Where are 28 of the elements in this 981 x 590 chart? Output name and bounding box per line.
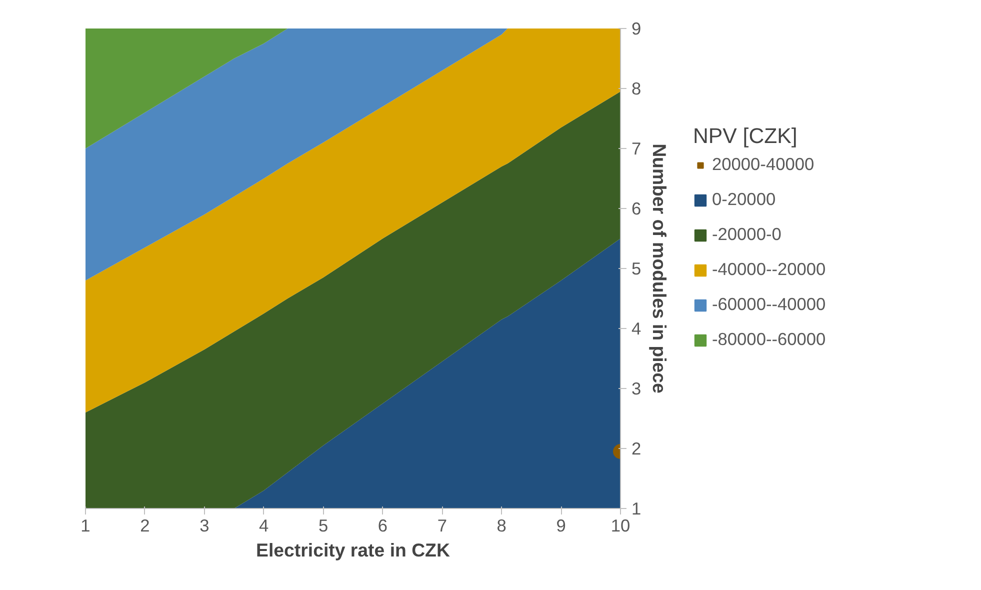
x-tick-label: 4: [259, 516, 270, 536]
y-axis-title: Number of modules in piece: [649, 144, 670, 394]
legend-title: NPV [CZK]: [693, 124, 798, 149]
legend-label: 0-20000: [712, 189, 776, 210]
x-tick-label: 5: [318, 516, 328, 536]
y-tick-label: 3: [632, 378, 642, 398]
x-tick-label: 7: [437, 516, 447, 536]
y-tick-label: 5: [632, 258, 642, 278]
y-tick-label: 4: [632, 318, 642, 338]
legend-label: -80000--60000: [712, 329, 826, 350]
y-tick-label: 1: [632, 498, 642, 518]
y-tick-label: 9: [632, 18, 642, 38]
x-tick-label: 9: [556, 516, 566, 536]
x-tick-label: 10: [610, 516, 630, 536]
x-tick-label: 3: [200, 516, 210, 536]
legend-label: 20000-40000: [712, 154, 814, 175]
x-tick-label: 1: [80, 516, 90, 536]
y-tick-label: 2: [632, 438, 642, 458]
y-tick-label: 6: [632, 198, 642, 218]
x-tick-label: 6: [378, 516, 388, 536]
legend-label: -60000--40000: [712, 294, 826, 315]
x-tick-label: 8: [496, 516, 506, 536]
x-axis-title: Electricity rate in CZK: [256, 540, 450, 560]
legend-label: -40000--20000: [712, 259, 826, 280]
legend-label: -20000-0: [712, 224, 782, 245]
y-tick-label: 7: [632, 138, 642, 158]
x-tick-label: 2: [140, 516, 150, 536]
y-tick-label: 8: [632, 78, 642, 98]
